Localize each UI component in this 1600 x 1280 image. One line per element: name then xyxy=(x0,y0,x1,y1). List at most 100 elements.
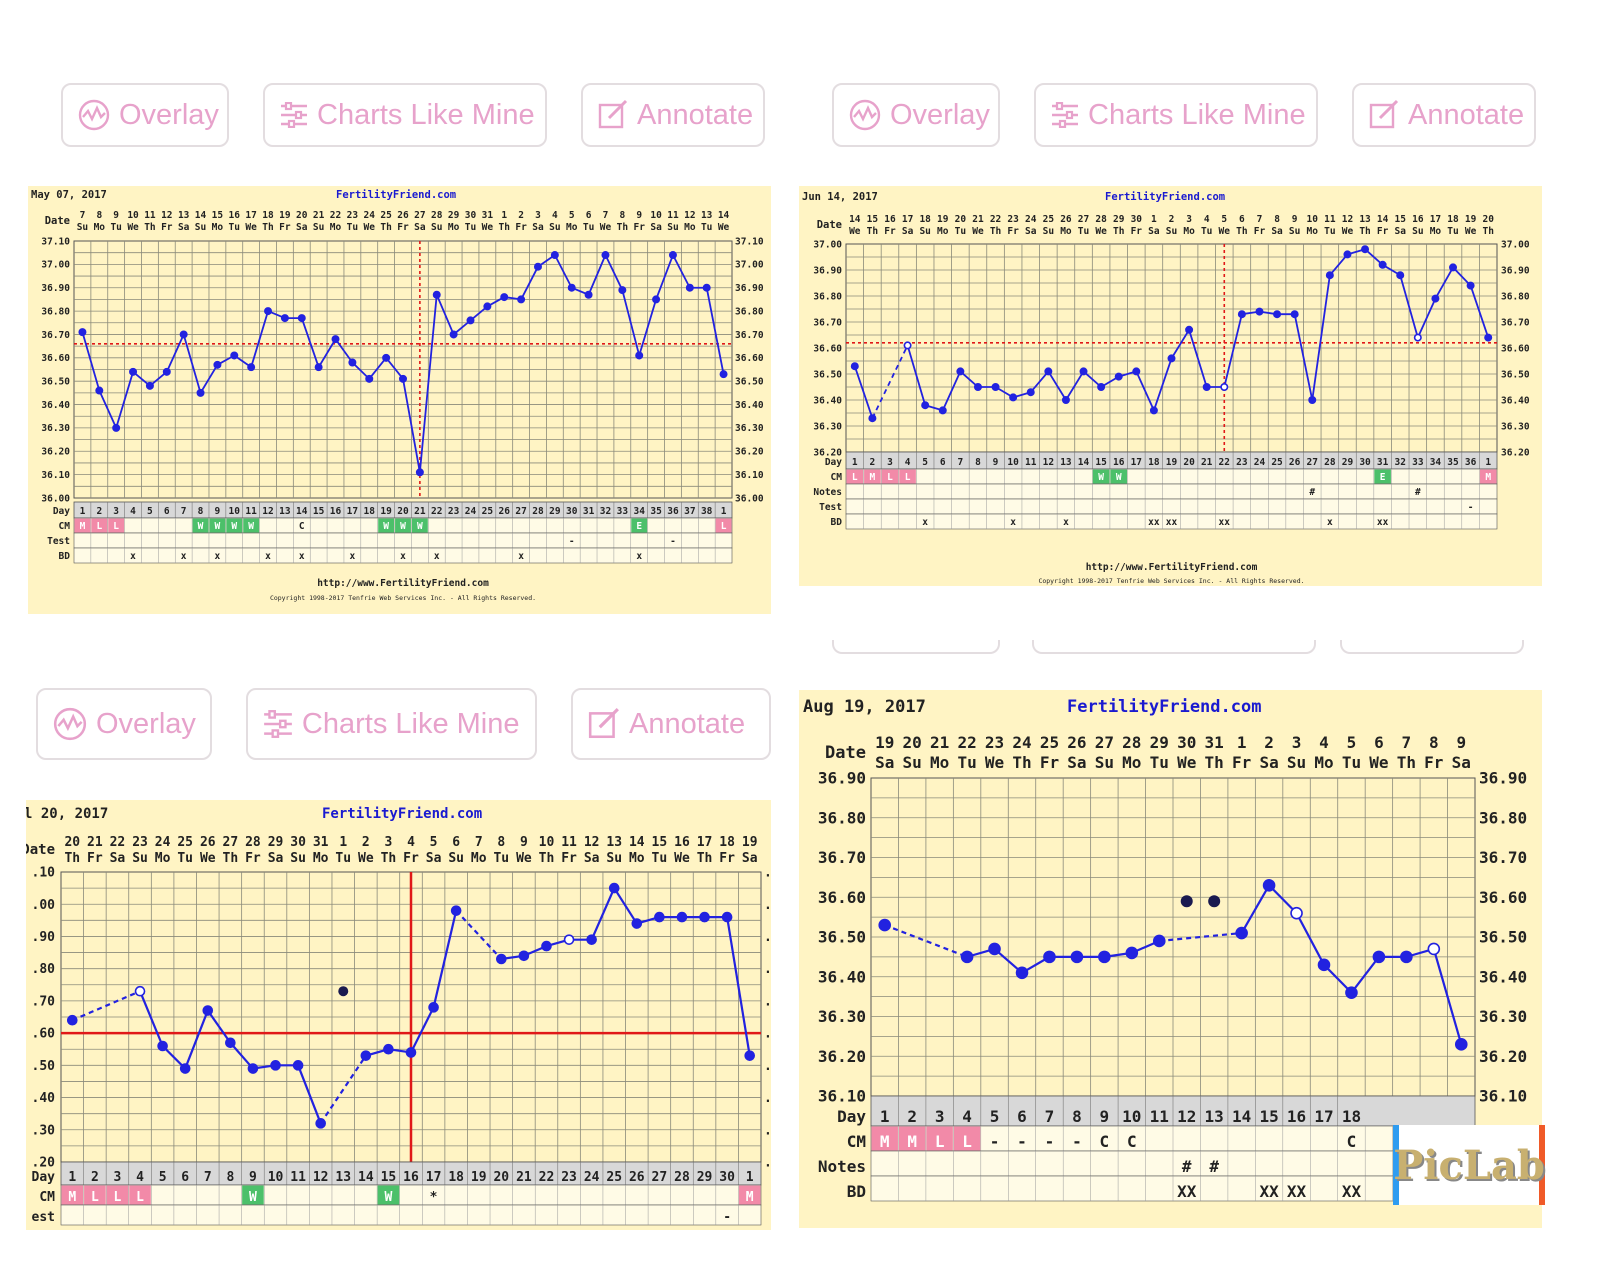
x-weekday-label: Fr xyxy=(87,851,103,866)
day-number: 25 xyxy=(1271,457,1283,468)
x-weekday-label: Su xyxy=(1287,753,1306,772)
overlay-button[interactable]: Overlay xyxy=(61,83,229,147)
observation-value: XX xyxy=(1177,1182,1197,1201)
observation-value: E xyxy=(636,521,642,532)
x-date-label: 1 xyxy=(1237,733,1247,752)
temperature-line-segment xyxy=(554,254,573,289)
x-weekday-label: Fr xyxy=(561,851,577,866)
overlay-button[interactable]: Overlay xyxy=(832,83,1000,147)
temperature-point xyxy=(921,401,930,410)
y-tick-label-left: .70 xyxy=(32,994,56,1009)
x-date-label: 3 xyxy=(1292,733,1302,752)
x-date-label: 18 xyxy=(1447,214,1459,225)
observation-value: XX xyxy=(1259,1182,1279,1201)
y-tick-label-left: 36.10 xyxy=(818,1087,866,1106)
observation-value: C xyxy=(1127,1132,1137,1151)
annotate-button[interactable]: Annotate xyxy=(571,688,771,760)
x-date-label: 14 xyxy=(718,210,730,221)
observation-value: L xyxy=(852,472,858,483)
y-tick-label-left: 36.50 xyxy=(818,928,866,947)
x-weekday-label: Fr xyxy=(515,222,527,233)
x-weekday-label: Su xyxy=(448,851,464,866)
x-date-label: 27 xyxy=(223,835,239,850)
observation-value: C xyxy=(1347,1132,1357,1151)
y-tick-label-left: 37.10 xyxy=(41,236,70,247)
temperature-line-segment xyxy=(385,357,404,380)
observation-cell-fill xyxy=(846,469,864,484)
day-number: 5 xyxy=(159,1170,167,1185)
x-date-label: 17 xyxy=(245,210,256,221)
y-tick-label-left: 36.90 xyxy=(813,265,842,276)
temperature-point xyxy=(868,414,877,423)
day-row-label: Day xyxy=(32,1170,56,1185)
day-number: 3 xyxy=(113,506,119,517)
y-tick-label-left: .20 xyxy=(32,1156,56,1171)
charts-like-mine-button[interactable]: Charts Like Mine xyxy=(1034,83,1318,147)
temperature-line-segment xyxy=(432,910,458,1008)
temperature-point xyxy=(1343,250,1352,259)
x-weekday-label: Th xyxy=(380,222,391,233)
x-weekday-label: Tu xyxy=(347,222,358,233)
x-weekday-label: Th xyxy=(617,222,628,233)
y-tick-label-left: 36.60 xyxy=(818,888,866,907)
observation-value: W xyxy=(231,521,237,532)
temperature-line-segment xyxy=(1170,329,1190,359)
day-number: 9 xyxy=(993,457,999,468)
x-weekday-label: Mo xyxy=(1183,226,1195,237)
temperature-point xyxy=(1061,396,1070,405)
observation-value: L xyxy=(935,1132,945,1151)
x-weekday-label: Tu xyxy=(701,222,712,233)
x-weekday-label: We xyxy=(674,851,690,866)
temperature-line-segment xyxy=(621,289,641,356)
x-weekday-label: Sa xyxy=(1148,226,1160,237)
day-number: 26 xyxy=(629,1170,645,1185)
temperature-point xyxy=(449,330,458,339)
temperature-line-segment xyxy=(250,310,269,368)
temperature-line-segment xyxy=(165,334,185,373)
x-weekday-label: Fr xyxy=(403,851,419,866)
temperature-line-segment xyxy=(604,254,624,291)
x-weekday-label: Su xyxy=(1289,226,1300,237)
temperature-line-segment xyxy=(455,909,503,960)
temperature-line-segment xyxy=(115,371,134,429)
day-number: 16 xyxy=(1113,457,1125,468)
observation-value: L xyxy=(905,472,911,483)
day-number: 11 xyxy=(245,506,257,517)
observation-value: * xyxy=(430,1190,438,1205)
day-number: 2 xyxy=(91,1170,99,1185)
temperature-point xyxy=(315,1118,326,1129)
x-weekday-label: Mo xyxy=(1060,226,1072,237)
x-date-label: 30 xyxy=(465,210,477,221)
x-date-label: 27 xyxy=(414,210,425,221)
charts-like-mine-button[interactable]: Charts Like Mine xyxy=(263,83,547,147)
x-date-label: 4 xyxy=(1319,733,1329,752)
observation-value: xx xyxy=(1377,517,1389,528)
x-date-label: 11 xyxy=(144,210,156,221)
x-date-label: 6 xyxy=(586,210,592,221)
x-weekday-label: Th xyxy=(1236,226,1247,237)
x-date-label: 12 xyxy=(684,210,695,221)
x-date-label: 24 xyxy=(155,835,171,850)
y-tick-label-left: 37.00 xyxy=(41,260,70,271)
day-number: 17 xyxy=(426,1170,442,1185)
temperature-point xyxy=(719,370,728,379)
x-date-label: 18 xyxy=(262,210,274,221)
observation-cell-fill xyxy=(129,1185,151,1205)
day-number: 1 xyxy=(852,457,858,468)
charts-like-mine-button[interactable]: Charts Like Mine xyxy=(245,688,537,760)
x-date-label: 16 xyxy=(884,214,896,225)
x-date-label: 12 xyxy=(584,835,600,850)
observation-value: M xyxy=(880,1132,890,1151)
temperature-line-segment xyxy=(1323,964,1353,994)
annotate-button[interactable]: Annotate xyxy=(581,83,765,147)
annotate-button[interactable]: Annotate xyxy=(1352,83,1536,147)
x-weekday-label: Mo xyxy=(1307,226,1319,237)
overlay-button[interactable]: Overlay xyxy=(36,688,212,760)
temperature-point xyxy=(95,386,104,395)
x-date-label: 22 xyxy=(957,733,976,752)
x-weekday-label: Tu xyxy=(110,222,121,233)
observation-value: x xyxy=(1327,517,1333,528)
x-date-label: 13 xyxy=(606,835,622,850)
temperature-point xyxy=(699,911,710,923)
observation-cell-fill xyxy=(953,1126,981,1151)
